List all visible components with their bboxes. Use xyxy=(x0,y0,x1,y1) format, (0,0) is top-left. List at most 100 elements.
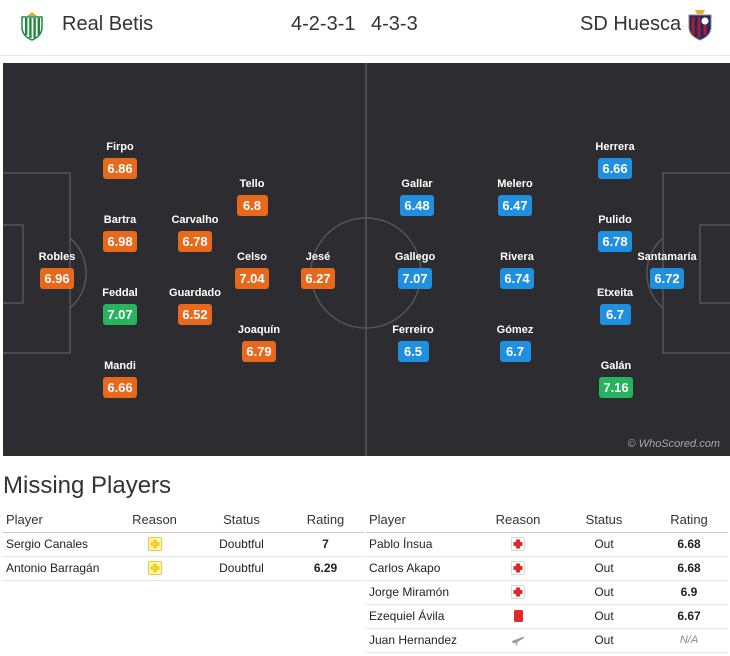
column-player[interactable]: Player xyxy=(3,508,113,533)
home-player[interactable]: Bartra 6.98 xyxy=(85,214,155,252)
column-reason[interactable]: Reason xyxy=(113,508,196,533)
home-player[interactable]: Feddal 7.07 xyxy=(85,287,155,325)
status-cell: Out xyxy=(558,580,650,605)
home-player[interactable]: Tello 6.8 xyxy=(217,178,287,216)
column-rating[interactable]: Rating xyxy=(650,508,728,533)
sd-huesca-crest-icon xyxy=(688,10,712,41)
home-player[interactable]: Robles 6.96 xyxy=(22,251,92,289)
home-player[interactable]: Carvalho 6.78 xyxy=(160,214,230,252)
away-player[interactable]: Ferreiro 6.5 xyxy=(378,324,448,362)
away-player[interactable]: Santamaría 6.72 xyxy=(632,251,702,289)
away-player[interactable]: Rivera 6.74 xyxy=(482,251,552,289)
rating-cell: N/A xyxy=(650,628,728,653)
player-rating: 7.16 xyxy=(599,377,633,398)
player-rating: 6.78 xyxy=(598,231,632,252)
reason-cell xyxy=(478,532,558,557)
player-rating: 6.86 xyxy=(103,158,137,179)
away-player[interactable]: Etxeita 6.7 xyxy=(580,287,650,325)
away-player[interactable]: Melero 6.47 xyxy=(480,178,550,216)
player-name: Ferreiro xyxy=(392,324,434,336)
table-row: Sergio Canales Doubtful 7 xyxy=(3,532,364,557)
home-player[interactable]: Mandi 6.66 xyxy=(85,360,155,398)
column-rating[interactable]: Rating xyxy=(287,508,364,533)
column-player[interactable]: Player xyxy=(366,508,478,533)
whoscored-watermark: © WhoScored.com xyxy=(627,438,720,450)
home-formation: 4-2-3-1 xyxy=(291,13,356,35)
home-team-name[interactable]: Real Betis xyxy=(62,13,154,35)
doubtful-icon xyxy=(147,537,162,552)
player-rating: 6.7 xyxy=(499,341,531,362)
away-missing-table: Player Reason Status Rating Pablo Ínsua O… xyxy=(366,508,728,653)
missing-player-name[interactable]: Antonio Barragán xyxy=(3,556,113,581)
missing-player-name[interactable]: Sergio Canales xyxy=(3,532,113,557)
status-cell: Out xyxy=(558,604,650,629)
red-card-icon xyxy=(511,609,525,623)
away-player[interactable]: Pulido 6.78 xyxy=(580,214,650,252)
home-player[interactable]: Firpo 6.86 xyxy=(85,141,155,179)
table-header-row: Player Reason Status Rating xyxy=(366,508,728,533)
rating-cell: 6.68 xyxy=(650,556,728,581)
player-rating: 6.74 xyxy=(500,268,534,289)
away-player[interactable]: Gallego 7.07 xyxy=(380,251,450,289)
table-row: Jorge Miramón Out 6.9 xyxy=(366,580,728,605)
player-rating: 6.8 xyxy=(236,195,268,216)
away-player[interactable]: Herrera 6.66 xyxy=(580,141,650,179)
away-formation: 4-3-3 xyxy=(371,13,418,35)
status-cell: Doubtful xyxy=(196,556,287,581)
home-player[interactable]: Celso 7.04 xyxy=(217,251,287,289)
player-name: Joaquín xyxy=(237,324,281,336)
reason-cell xyxy=(478,580,558,605)
player-rating: 6.5 xyxy=(397,341,429,362)
table-row: Carlos Akapo Out 6.68 xyxy=(366,556,728,581)
missing-player-name[interactable]: Pablo Ínsua xyxy=(366,532,478,557)
rating-cell: 7 xyxy=(287,532,364,557)
reason-cell xyxy=(478,604,558,629)
player-name: Pulido xyxy=(598,214,632,226)
player-name: Tello xyxy=(239,178,265,190)
player-name: Melero xyxy=(497,178,533,190)
injury-icon xyxy=(511,585,525,600)
pitch: Robles 6.96 Firpo 6.86 Bartra 6.98 Feddal 7.07 M… xyxy=(3,63,730,456)
missing-players-title: Missing Players xyxy=(3,472,172,499)
missing-player-name[interactable]: Juan Hernandez xyxy=(366,628,478,653)
reason-cell xyxy=(113,532,196,557)
table-row: Juan Hernandez Out N/A xyxy=(366,628,728,653)
international-duty-icon xyxy=(511,633,525,647)
column-status[interactable]: Status xyxy=(196,508,287,533)
injury-icon xyxy=(511,561,525,576)
status-cell: Doubtful xyxy=(196,532,287,557)
rating-cell: 6.29 xyxy=(287,556,364,581)
player-name: Feddal xyxy=(102,287,138,299)
player-rating: 7.07 xyxy=(103,304,137,325)
away-player[interactable]: Gómez 6.7 xyxy=(480,324,550,362)
player-name: Gallego xyxy=(394,251,436,263)
doubtful-icon xyxy=(147,561,162,576)
home-player[interactable]: Joaquín 6.79 xyxy=(224,324,294,362)
player-name: Mandi xyxy=(104,360,136,372)
away-player[interactable]: Galán 7.16 xyxy=(581,360,651,398)
status-cell: Out xyxy=(558,532,650,557)
injury-icon xyxy=(511,537,525,552)
table-row: Pablo Ínsua Out 6.68 xyxy=(366,532,728,557)
player-rating: 6.78 xyxy=(178,231,212,252)
real-betis-crest-icon xyxy=(21,12,43,41)
column-status[interactable]: Status xyxy=(558,508,650,533)
reason-cell xyxy=(113,556,196,581)
home-missing-table: Player Reason Status Rating Sergio Canal… xyxy=(3,508,364,581)
column-reason[interactable]: Reason xyxy=(478,508,558,533)
player-rating: 6.72 xyxy=(650,268,684,289)
away-player[interactable]: Gallar 6.48 xyxy=(382,178,452,216)
player-name: Santamaría xyxy=(637,251,697,263)
player-name: Etxeita xyxy=(596,287,634,299)
missing-player-name[interactable]: Ezequiel Ávila xyxy=(366,604,478,629)
away-team-name[interactable]: SD Huesca xyxy=(580,13,682,35)
missing-player-name[interactable]: Carlos Akapo xyxy=(366,556,478,581)
rating-cell: 6.67 xyxy=(650,604,728,629)
home-player[interactable]: Jesé 6.27 xyxy=(283,251,353,289)
pitch-lines xyxy=(3,63,730,456)
table-row: Antonio Barragán Doubtful 6.29 xyxy=(3,556,364,581)
home-player[interactable]: Guardado 6.52 xyxy=(160,287,230,325)
player-rating: 6.27 xyxy=(301,268,335,289)
rating-cell: 6.9 xyxy=(650,580,728,605)
missing-player-name[interactable]: Jorge Miramón xyxy=(366,580,478,605)
